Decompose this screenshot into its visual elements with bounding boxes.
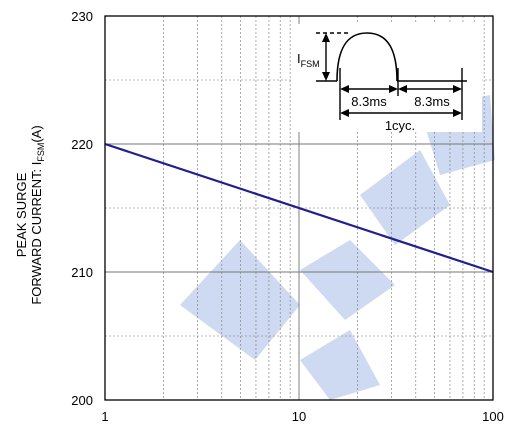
inset-cycle-arrowhead-left xyxy=(340,109,349,117)
y-axis-title-line1: PEAK SURGE xyxy=(14,172,29,257)
inset-ifsm-label: IFSM xyxy=(297,51,320,69)
inset-half-cycle-2-arrowhead-right xyxy=(453,85,462,93)
watermark-shape-3 xyxy=(360,150,450,245)
watermark-shape-2 xyxy=(300,240,395,320)
inset-half-sine-pulse xyxy=(336,32,398,82)
watermark-logo xyxy=(180,95,495,400)
inset-cycle-arrowhead-right xyxy=(453,109,462,117)
inset-half-cycle-1-label: 8.3ms xyxy=(351,94,387,109)
plot-frame xyxy=(104,15,494,401)
watermark-shape-1 xyxy=(180,240,300,360)
x-tick-label: 10 xyxy=(292,409,306,424)
inset-ifsm-arrowhead-top xyxy=(322,33,330,42)
x-tick-label: 1 xyxy=(101,409,108,424)
inset-half-cycle-1-arrowhead-left xyxy=(340,85,349,93)
watermark-shape-5 xyxy=(300,330,380,400)
inset-cycle-label: 1cyc. xyxy=(385,118,415,133)
y-tick-label: 230 xyxy=(71,9,93,24)
y-tick-label: 200 xyxy=(71,393,93,408)
series-layer xyxy=(104,142,494,274)
inset-half-cycle-2-label: 8.3ms xyxy=(414,94,450,109)
y-tick-label: 220 xyxy=(71,137,93,152)
series-line-1 xyxy=(104,142,494,274)
inset-ifsm-label-prefix: I xyxy=(297,51,301,66)
inset-ifsm-arrowhead-bottom xyxy=(322,72,330,81)
y-axis-title-line2-prefix: FORWARD CURRENT: I xyxy=(29,162,44,305)
y-axis-title-line2-suffix: (A) xyxy=(29,125,44,142)
inset-half-cycle-1-arrowhead-right xyxy=(389,85,398,93)
y-tick-label: 210 xyxy=(71,265,93,280)
y-axis-title-line2-sub: FSM xyxy=(36,143,46,162)
inset-ifsm-label-sub: FSM xyxy=(301,59,320,69)
y-axis-title-line2: FORWARD CURRENT: IFSM(A) xyxy=(29,125,46,304)
inset-waveform-diagram: IFSM 8.3ms 8.3ms 1cyc. xyxy=(292,24,482,133)
y-axis-title: PEAK SURGE FORWARD CURRENT: IFSM(A) xyxy=(14,125,46,304)
x-tick-labels: 1 10 100 xyxy=(101,409,503,424)
y-tick-labels: 200 210 220 230 xyxy=(71,9,93,408)
inset-half-cycle-2-arrowhead-left xyxy=(398,85,407,93)
x-tick-label: 100 xyxy=(482,409,504,424)
